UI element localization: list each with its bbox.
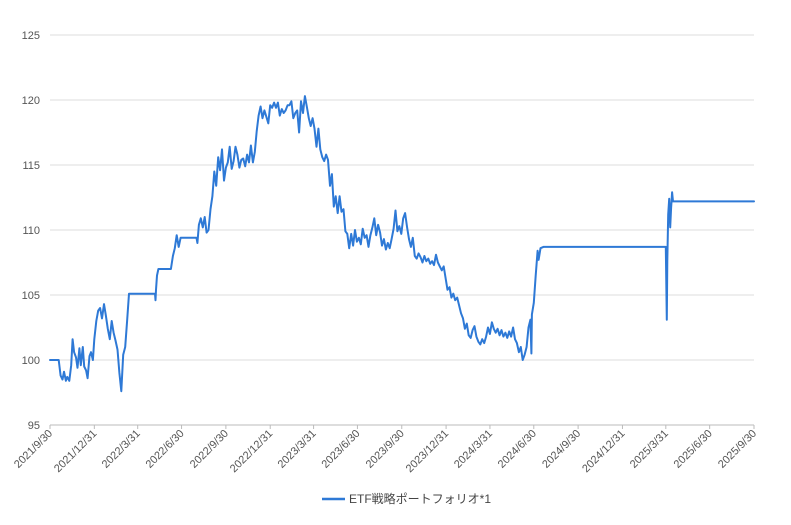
x-tick-label: 2021/9/30 — [12, 428, 55, 471]
x-tick-label: 2024/9/30 — [540, 428, 583, 471]
x-tick-label: 2025/6/30 — [672, 428, 715, 471]
legend[interactable]: ETF戦略ポートフォリオ*1 — [322, 491, 491, 506]
x-tick-label: 2025/9/30 — [716, 428, 759, 471]
y-tick-label: 115 — [22, 160, 40, 172]
x-tick-label: 2022/12/31 — [228, 428, 275, 475]
gridlines — [50, 34, 754, 426]
y-tick-label: 125 — [22, 30, 40, 42]
series-line — [49, 95, 755, 393]
y-tick-label: 95 — [28, 420, 40, 432]
x-tick-label: 2022/9/30 — [188, 428, 231, 471]
x-tick-label: 2024/3/31 — [452, 428, 495, 471]
x-tick-label: 2023/6/30 — [319, 428, 362, 471]
x-tick-label: 2023/3/31 — [276, 428, 319, 471]
x-tick-label: 2022/3/31 — [100, 428, 143, 471]
legend-label: ETF戦略ポートフォリオ*1 — [349, 491, 491, 506]
y-axis-ticks: 95 100 105 110 115 120 125 — [22, 30, 40, 432]
y-tick-label: 120 — [22, 95, 40, 107]
x-tick-label: 2023/12/31 — [404, 428, 451, 475]
x-tick-label: 2024/12/31 — [580, 428, 627, 475]
y-tick-label: 100 — [22, 355, 40, 367]
x-tick-label: 2021/12/31 — [52, 428, 99, 475]
x-tick-label: 2024/6/30 — [496, 428, 539, 471]
x-tick-label: 2022/6/30 — [144, 428, 187, 471]
y-tick-label: 110 — [22, 225, 40, 237]
y-tick-label: 105 — [22, 290, 40, 302]
x-tick-label: 2023/9/30 — [364, 428, 407, 471]
x-tick-label: 2025/3/31 — [628, 428, 671, 471]
